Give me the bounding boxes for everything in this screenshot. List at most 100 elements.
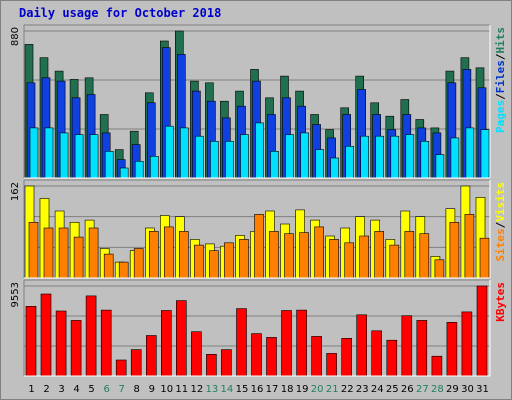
legend-bottom: KBytes bbox=[494, 282, 507, 322]
bar-sites-day-17 bbox=[269, 231, 279, 279]
legend-item: Visits bbox=[494, 182, 507, 222]
bar-sites-day-26 bbox=[404, 231, 415, 279]
bar-sites-day-5 bbox=[88, 227, 99, 279]
bar-sites-day-7 bbox=[118, 261, 129, 279]
bar-kbytes-day-26 bbox=[401, 315, 413, 377]
x-tick-label: 13 bbox=[206, 384, 219, 395]
bar-pages-day-28 bbox=[435, 154, 445, 179]
bar-kbytes-day-22 bbox=[341, 337, 353, 377]
bar-sites-day-8 bbox=[133, 248, 144, 279]
bar-kbytes-day-27 bbox=[416, 320, 428, 377]
bar-pages-day-11 bbox=[180, 127, 189, 179]
bar-sites-day-16 bbox=[254, 214, 264, 279]
bar-pages-day-22 bbox=[345, 146, 355, 179]
bar-sites-day-30 bbox=[464, 214, 475, 279]
bar-kbytes-day-11 bbox=[176, 300, 187, 377]
bar-pages-day-20 bbox=[315, 149, 324, 179]
bar-pages-day-14 bbox=[225, 141, 234, 179]
bar-kbytes-day-31 bbox=[476, 285, 488, 377]
bar-pages-day-10 bbox=[165, 125, 174, 179]
x-tick-label: 8 bbox=[134, 384, 140, 395]
bar-sites-day-9 bbox=[149, 231, 159, 279]
bar-kbytes-day-16 bbox=[251, 333, 262, 377]
bar-pages-day-7 bbox=[119, 167, 129, 179]
bar-sites-day-6 bbox=[103, 253, 114, 279]
bar-pages-day-8 bbox=[134, 161, 144, 179]
x-tick-label: 21 bbox=[326, 384, 339, 395]
x-tick-label: 29 bbox=[446, 384, 459, 395]
x-tick-label: 11 bbox=[175, 384, 188, 395]
x-tick-label: 24 bbox=[371, 384, 384, 395]
panel-top: 880 Pages/Files/Hits bbox=[10, 24, 507, 179]
bar-kbytes-day-21 bbox=[326, 353, 337, 377]
legend-top: Pages/Files/Hits bbox=[494, 27, 507, 133]
bar-kbytes-day-1 bbox=[25, 305, 37, 377]
y-max-label-top: 880 bbox=[10, 27, 21, 46]
x-tick-label: 25 bbox=[386, 384, 399, 395]
bar-kbytes-day-15 bbox=[236, 308, 247, 377]
bar-sites-day-1 bbox=[28, 222, 39, 279]
x-tick-label: 31 bbox=[476, 384, 489, 395]
bar-sites-day-19 bbox=[299, 232, 309, 279]
bar-pages-day-15 bbox=[240, 134, 249, 179]
bar-kbytes-day-17 bbox=[266, 337, 277, 377]
bar-kbytes-day-10 bbox=[161, 310, 172, 377]
bar-pages-day-6 bbox=[104, 151, 114, 179]
bar-kbytes-day-12 bbox=[191, 331, 202, 377]
bar-pages-day-3 bbox=[59, 132, 69, 179]
x-tick-label: 19 bbox=[296, 384, 309, 395]
bar-pages-day-23 bbox=[360, 135, 370, 179]
bar-kbytes-day-19 bbox=[296, 309, 307, 377]
bar-pages-day-30 bbox=[465, 127, 475, 179]
bar-pages-day-4 bbox=[74, 134, 84, 179]
x-tick-label: 28 bbox=[431, 384, 444, 395]
bar-pages-day-19 bbox=[300, 132, 309, 179]
bar-sites-day-31 bbox=[479, 237, 490, 279]
x-tick-label: 16 bbox=[251, 384, 264, 395]
bar-sites-day-21 bbox=[329, 239, 339, 279]
bar-kbytes-day-7 bbox=[115, 359, 127, 377]
x-tick-label: 20 bbox=[311, 384, 324, 395]
bar-sites-day-13 bbox=[209, 250, 219, 279]
x-tick-label: 30 bbox=[461, 384, 474, 395]
x-tick-label: 22 bbox=[341, 384, 354, 395]
bar-sites-day-15 bbox=[239, 239, 249, 279]
bar-pages-day-25 bbox=[390, 135, 400, 179]
panel-middle: 162 Sites/Visits bbox=[10, 179, 507, 279]
x-tick-label: 14 bbox=[221, 384, 234, 395]
bar-pages-day-17 bbox=[270, 151, 279, 179]
bar-sites-day-24 bbox=[374, 231, 385, 279]
x-tick-label: 6 bbox=[104, 384, 110, 395]
bar-sites-day-2 bbox=[43, 227, 54, 279]
legend-item: / bbox=[494, 93, 507, 100]
bar-pages-day-12 bbox=[195, 135, 204, 179]
bar-kbytes-day-4 bbox=[70, 320, 82, 377]
bar-kbytes-day-3 bbox=[55, 310, 67, 377]
y-max-label-bottom: 9553 bbox=[10, 282, 21, 307]
bar-kbytes-day-30 bbox=[461, 311, 473, 377]
bar-sites-day-28 bbox=[434, 259, 445, 279]
bar-sites-day-3 bbox=[58, 227, 69, 279]
bar-pages-day-27 bbox=[420, 141, 430, 179]
x-tick-label: 15 bbox=[236, 384, 249, 395]
legend-item: Pages bbox=[494, 100, 507, 133]
bar-kbytes-day-13 bbox=[206, 353, 217, 377]
bar-pages-day-5 bbox=[89, 134, 99, 179]
x-tick-label: 26 bbox=[401, 384, 414, 395]
bar-pages-day-31 bbox=[480, 129, 490, 179]
x-tick-label: 23 bbox=[356, 384, 369, 395]
x-tick-label: 18 bbox=[281, 384, 294, 395]
x-axis-labels: 1 2 3 4 5 6 7 8 9 10 11 12 13 14 15 16 17 18 19 20 21 22 23 24 2… bbox=[28, 384, 489, 395]
bar-pages-day-21 bbox=[330, 157, 339, 179]
x-tick-label: 5 bbox=[88, 384, 94, 395]
bar-sites-day-29 bbox=[449, 222, 460, 279]
bar-sites-day-11 bbox=[179, 231, 189, 279]
bar-sites-day-4 bbox=[73, 236, 84, 279]
x-tick-label: 10 bbox=[160, 384, 173, 395]
bar-kbytes-day-8 bbox=[130, 349, 142, 377]
bar-kbytes-day-25 bbox=[386, 339, 398, 377]
x-tick-label: 9 bbox=[149, 384, 155, 395]
bar-pages-day-29 bbox=[450, 137, 460, 179]
x-tick-label: 1 bbox=[28, 384, 34, 395]
